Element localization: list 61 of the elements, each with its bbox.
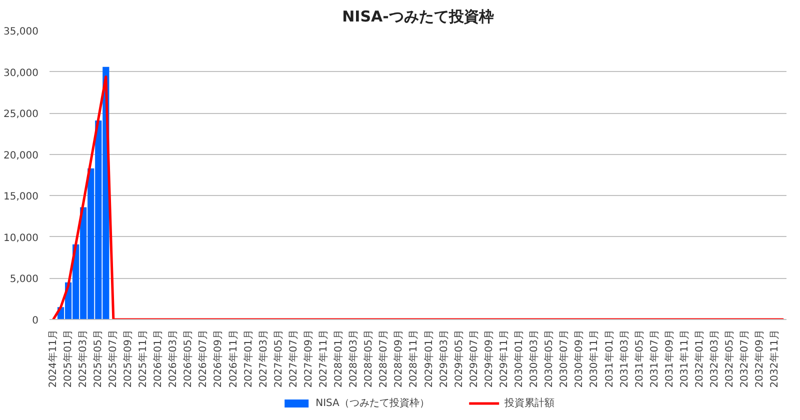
x-tick-label: 2029年07月 [468,329,480,388]
y-tick-label: 35,000 [4,26,39,38]
x-tick-label: 2030年01月 [513,329,526,388]
y-tick-label: 10,000 [4,232,39,244]
y-tick-label: 15,000 [4,192,39,203]
x-tick-label: 2032年09月 [754,329,766,388]
x-tick-label: 2031年09月 [663,329,676,388]
chart-title: NISA-つみたて投資枠 [342,8,494,26]
x-tick-label: 2027年01月 [242,329,254,388]
x-tick-label: 2026年11月 [227,329,240,388]
x-tick-label: 2031年11月 [678,329,690,388]
x-tick-label: 2028年07月 [378,329,390,388]
x-tick-label: 2030年05月 [543,329,556,388]
x-tick-label: 2025年05月 [92,329,104,388]
x-tick-label: 2029年05月 [452,329,465,388]
x-tick-label: 2028年03月 [348,329,360,388]
x-tick-label: 2029年11月 [498,329,510,388]
x-tick-label: 2025年07月 [106,329,119,388]
legend-label: NISA（つみたて投資枠） [316,396,430,410]
x-tick-label: 2027年05月 [272,329,284,388]
x-tick-label: 2027年11月 [317,329,330,388]
y-tick-label: 5,000 [10,274,39,286]
line-series [52,75,784,320]
y-tick-label: 0 [32,316,39,326]
x-tick-label: 2027年09月 [302,329,314,388]
x-tick-label: 2029年09月 [482,329,495,388]
x-tick-label: 2032年11月 [768,329,781,388]
x-tick-label: 2024年11月 [46,329,59,388]
x-tick-label: 2025年09月 [122,329,134,388]
x-tick-label: 2026年07月 [197,329,210,388]
x-tick-label: 2026年05月 [182,329,194,388]
x-tick-label: 2028年05月 [362,329,375,388]
x-tick-label: 2030年11月 [588,329,600,388]
x-tick-label: 2027年07月 [287,329,300,388]
x-tick-label: 2031年07月 [648,329,660,388]
x-tick-label: 2030年07月 [558,329,570,388]
x-tick-label: 2032年07月 [738,329,751,388]
x-tick-label: 2031年03月 [618,329,630,388]
x-tick-label: 2025年11月 [137,329,150,388]
x-tick-label: 2032年05月 [724,329,736,388]
y-tick-label: 30,000 [4,68,39,79]
x-tick-label: 2026年01月 [152,329,164,388]
x-tick-label: 2031年05月 [633,329,646,388]
y-tick-label: 25,000 [4,109,39,120]
x-tick-label: 2032年03月 [708,329,721,388]
x-tick-label: 2025年03月 [76,329,89,388]
x-tick-label: 2031年01月 [603,329,616,388]
x-tick-label: 2025年01月 [62,329,74,388]
y-tick-label: 20,000 [4,150,39,162]
x-tick-label: 2032年01月 [694,329,706,388]
x-tick-label: 2030年03月 [528,329,540,388]
x-tick-label: 2029年01月 [422,329,435,388]
x-tick-label: 2026年09月 [212,329,224,388]
x-tick-label: 2028年01月 [332,329,345,388]
x-tick-label: 2028年09月 [392,329,405,388]
x-tick-label: 2026年03月 [167,329,180,388]
x-tick-label: 2027年03月 [257,329,270,388]
x-tick-label: 2028年11月 [408,329,420,388]
x-tick-label: 2029年03月 [438,329,450,388]
legend-label: 投資累計額 [504,396,554,410]
x-tick-label: 2030年09月 [573,329,586,388]
